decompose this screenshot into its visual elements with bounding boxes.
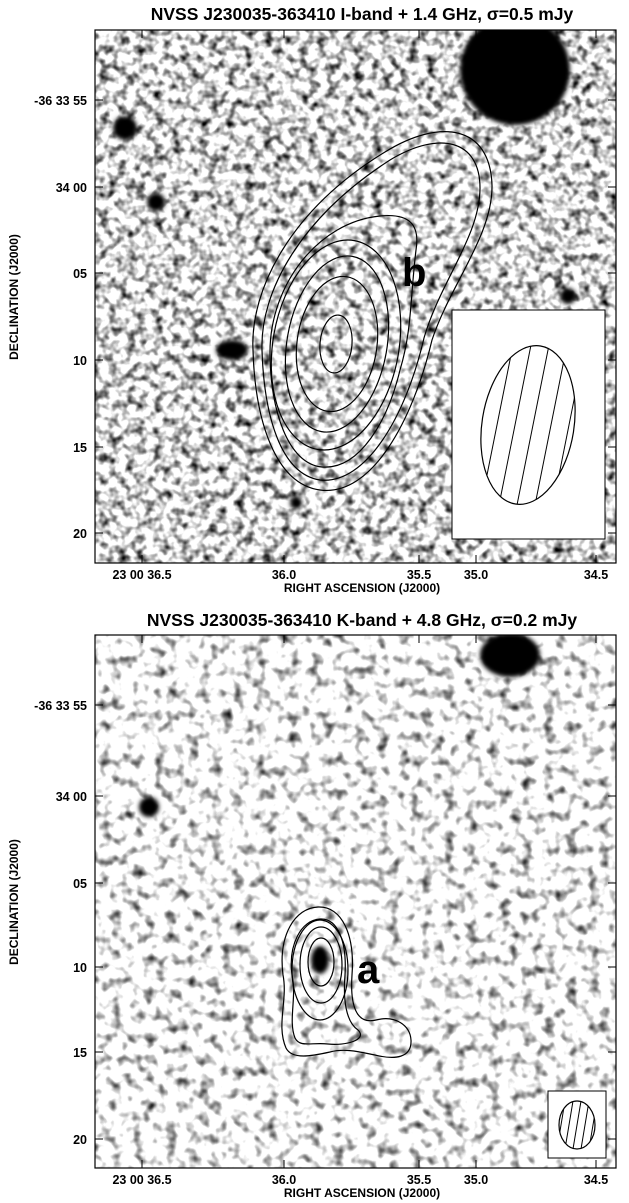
y-tick-label: 20: [73, 527, 87, 541]
y-axis-label: DECLINATION (J2000): [7, 234, 21, 360]
y-tick-label: 10: [73, 354, 87, 368]
infrared-image: [95, 635, 616, 1168]
contour-level: [269, 214, 418, 468]
contour-level: [270, 239, 402, 451]
star: [139, 797, 159, 817]
contour-level: [319, 314, 353, 374]
star: [147, 193, 165, 211]
plot-frame: [94, 634, 617, 1169]
y-tick-label: -36 33 55: [34, 94, 87, 108]
radio-contours: [281, 906, 412, 1058]
panel-title: NVSS J230035-363410 K-band + 4.8 GHz, σ=…: [147, 610, 578, 630]
x-tick-label: 35.5: [407, 1173, 431, 1187]
contour-level: [284, 255, 390, 433]
x-tick-label: 34.5: [584, 1173, 608, 1187]
x-tick-labels: 23 00 36.5 36.0 35.5 35.0 34.5: [112, 568, 608, 582]
x-tick-labels: 23 00 36.5 36.0 35.5 35.0 34.5: [112, 1173, 608, 1187]
x-axis-label: RIGHT ASCENSION (J2000): [284, 1186, 440, 1200]
contour-level: [307, 937, 335, 987]
x-tick-label: 23 00 36.5: [112, 568, 171, 582]
tick-marks: [95, 30, 616, 563]
panel-bottom: NVSS J230035-363410 K-band + 4.8 GHz, σ=…: [7, 610, 617, 1200]
bright-source: [460, 30, 570, 125]
x-tick-label: 35.0: [464, 568, 488, 582]
tick-marks: [95, 635, 616, 1168]
x-tick-label: 35.0: [464, 1173, 488, 1187]
beam-inset: [547, 1090, 607, 1159]
y-tick-labels: -36 33 55 34 00 05 10 15 20: [34, 699, 87, 1147]
radio-contours: [252, 131, 493, 491]
contour-level: [291, 919, 349, 1021]
component-label: a: [357, 948, 380, 992]
x-tick-label: 23 00 36.5: [112, 1173, 171, 1187]
y-tick-label: 34 00: [56, 790, 87, 804]
star: [113, 116, 137, 140]
y-tick-label: -36 33 55: [34, 699, 87, 713]
plot-frame: [94, 29, 617, 564]
bright-source: [480, 635, 540, 677]
beam-ellipse: [558, 1100, 596, 1150]
panel-top: NVSS J230035-363410 I-band + 1.4 GHz, σ=…: [7, 4, 617, 595]
beam-inset: [451, 309, 606, 540]
y-tick-label: 15: [73, 441, 87, 455]
optical-image: [95, 30, 616, 563]
x-axis-label: RIGHT ASCENSION (J2000): [284, 581, 440, 595]
beam-ellipse: [480, 345, 576, 505]
y-tick-label: 15: [73, 1046, 87, 1060]
x-tick-label: 36.0: [272, 568, 296, 582]
contour-level: [261, 142, 481, 481]
x-tick-label: 34.5: [584, 568, 608, 582]
y-tick-label: 05: [73, 877, 87, 891]
contour-level: [299, 926, 343, 1004]
y-tick-label: 20: [73, 1133, 87, 1147]
x-tick-label: 36.0: [272, 1173, 296, 1187]
y-tick-labels: -36 33 55 34 00 05 10 15 20: [34, 94, 87, 541]
y-tick-label: 05: [73, 267, 87, 281]
image-noise: [95, 635, 616, 1168]
y-tick-label: 10: [73, 961, 87, 975]
star: [560, 288, 576, 304]
contour-level: [252, 131, 493, 491]
contour-level: [281, 906, 412, 1058]
x-tick-label: 35.5: [407, 568, 431, 582]
contour-level: [295, 275, 379, 413]
star: [216, 340, 248, 360]
panel-title: NVSS J230035-363410 I-band + 1.4 GHz, σ=…: [151, 4, 574, 24]
y-axis-label: DECLINATION (J2000): [7, 839, 21, 965]
star: [290, 497, 302, 509]
star: [311, 946, 329, 974]
y-tick-label: 34 00: [56, 181, 87, 195]
component-label: b: [402, 251, 426, 295]
